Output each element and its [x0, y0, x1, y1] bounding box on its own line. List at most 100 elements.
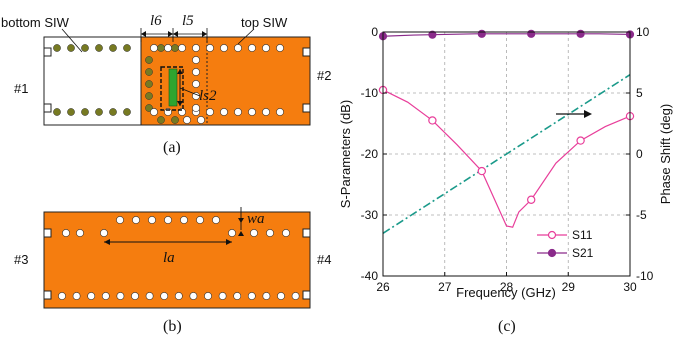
- s21-line: [382, 33, 631, 37]
- white-via: [101, 292, 110, 300]
- white-via: [192, 56, 200, 64]
- port2-label: #2: [317, 68, 331, 83]
- white-via: [192, 104, 200, 112]
- white-via: [131, 292, 139, 300]
- olive-via: [157, 116, 165, 124]
- port-rect: [43, 47, 52, 57]
- panel-a: ls2 l6 l5 bottom SIW top SIW #1 #2 (a): [1, 13, 331, 156]
- white-via: [218, 292, 227, 300]
- via-group-a: [53, 44, 284, 124]
- white-via: [228, 229, 236, 237]
- s21-marker: [576, 29, 585, 38]
- s11-marker: [428, 116, 437, 125]
- port1-label: #1: [14, 81, 28, 96]
- olive-via: [67, 108, 75, 116]
- white-via: [248, 108, 256, 116]
- siw-cavity-b: [43, 211, 311, 309]
- white-via: [132, 216, 140, 224]
- wa-arrowheads: [238, 218, 244, 236]
- white-via: [204, 292, 212, 300]
- olive-via: [67, 44, 75, 52]
- white-via: [164, 44, 172, 52]
- white-via: [116, 216, 124, 224]
- olive-via: [157, 44, 165, 52]
- s11-marker: [527, 195, 536, 204]
- y-left-tick-label: -40: [361, 269, 379, 283]
- white-via: [148, 216, 156, 224]
- white-via: [150, 108, 158, 116]
- white-via: [234, 108, 242, 116]
- chart-series: [378, 29, 635, 234]
- x-tick-label: 28: [500, 280, 514, 294]
- white-via: [233, 292, 242, 300]
- l5-label: l5: [182, 13, 194, 29]
- port-rect: [302, 290, 311, 300]
- olive-via: [171, 44, 179, 52]
- ls2-label: ls2: [199, 88, 217, 104]
- legend-s21-marker: [547, 248, 557, 258]
- olive-via: [145, 68, 153, 76]
- chart-panel-c: 26 27 28 29 30 0 -10 -20 -30 -40 10 5 0 -5 -10 S11 S21…: [338, 25, 673, 335]
- olive-via: [109, 44, 117, 52]
- white-via: [282, 229, 290, 237]
- white-via: [220, 44, 228, 52]
- white-via: [192, 80, 200, 88]
- white-via: [72, 292, 81, 300]
- port-rect: [43, 290, 52, 300]
- olive-via: [53, 44, 61, 52]
- caption-a: (a): [163, 139, 181, 156]
- white-via: [145, 292, 154, 300]
- white-via: [189, 292, 198, 300]
- white-via: [276, 44, 284, 52]
- legend-s11-marker: [547, 230, 557, 240]
- y-left-tick-label: -30: [361, 208, 379, 222]
- bottom-siw-leader: [61, 28, 83, 53]
- s11-marker: [477, 166, 486, 176]
- chart-ticks: 26 27 28 29 30 0 -10 -20 -30 -40 10 5 0 -5 -10: [361, 25, 654, 294]
- x-tick-label: 29: [562, 280, 576, 294]
- y-right-tick-label: 5: [636, 86, 643, 100]
- white-via: [58, 292, 66, 300]
- chart-legend: S11 S21: [537, 228, 594, 260]
- y-right-tick-label: 0: [636, 147, 643, 161]
- x-axis-title: Frequency (GHz): [456, 285, 556, 300]
- y-left-tick-label: -10: [361, 86, 379, 100]
- olive-via: [145, 80, 153, 88]
- s21-marker: [527, 29, 536, 38]
- port-rect: [43, 103, 52, 113]
- olive-via: [53, 108, 61, 116]
- s21-marker: [477, 29, 486, 38]
- x-tick-label: 30: [623, 280, 637, 294]
- white-via: [197, 116, 205, 124]
- white-via: [266, 229, 274, 237]
- slot-outline: [160, 66, 184, 111]
- olive-via: [145, 56, 153, 64]
- y-left-tick-label: 0: [371, 25, 378, 39]
- white-via: [100, 229, 108, 237]
- y-left-tick-label: -20: [361, 147, 379, 161]
- dim-arrowheads: [141, 31, 207, 37]
- bottom-siw-label: bottom SIW: [1, 15, 70, 30]
- white-via: [76, 229, 84, 237]
- legend-s11-label: S11: [572, 228, 593, 242]
- port3-label: #3: [14, 252, 28, 267]
- white-via: [262, 108, 270, 116]
- white-via: [196, 216, 204, 224]
- olive-via: [95, 44, 103, 52]
- phase-shift-line: [382, 74, 631, 234]
- white-via: [160, 292, 169, 300]
- white-via: [116, 292, 125, 300]
- white-via: [206, 108, 214, 116]
- white-via: [192, 44, 200, 52]
- port-rect: [302, 47, 311, 57]
- white-via: [150, 44, 158, 52]
- s11-marker: [576, 136, 585, 145]
- olive-via: [123, 108, 131, 116]
- white-via: [180, 216, 188, 224]
- y-right-tick-label: 10: [636, 25, 650, 39]
- x-tick-label: 26: [376, 280, 390, 294]
- white-via: [250, 229, 258, 237]
- port-rect: [302, 228, 311, 238]
- port4-label: #4: [317, 252, 331, 267]
- white-via: [248, 44, 256, 52]
